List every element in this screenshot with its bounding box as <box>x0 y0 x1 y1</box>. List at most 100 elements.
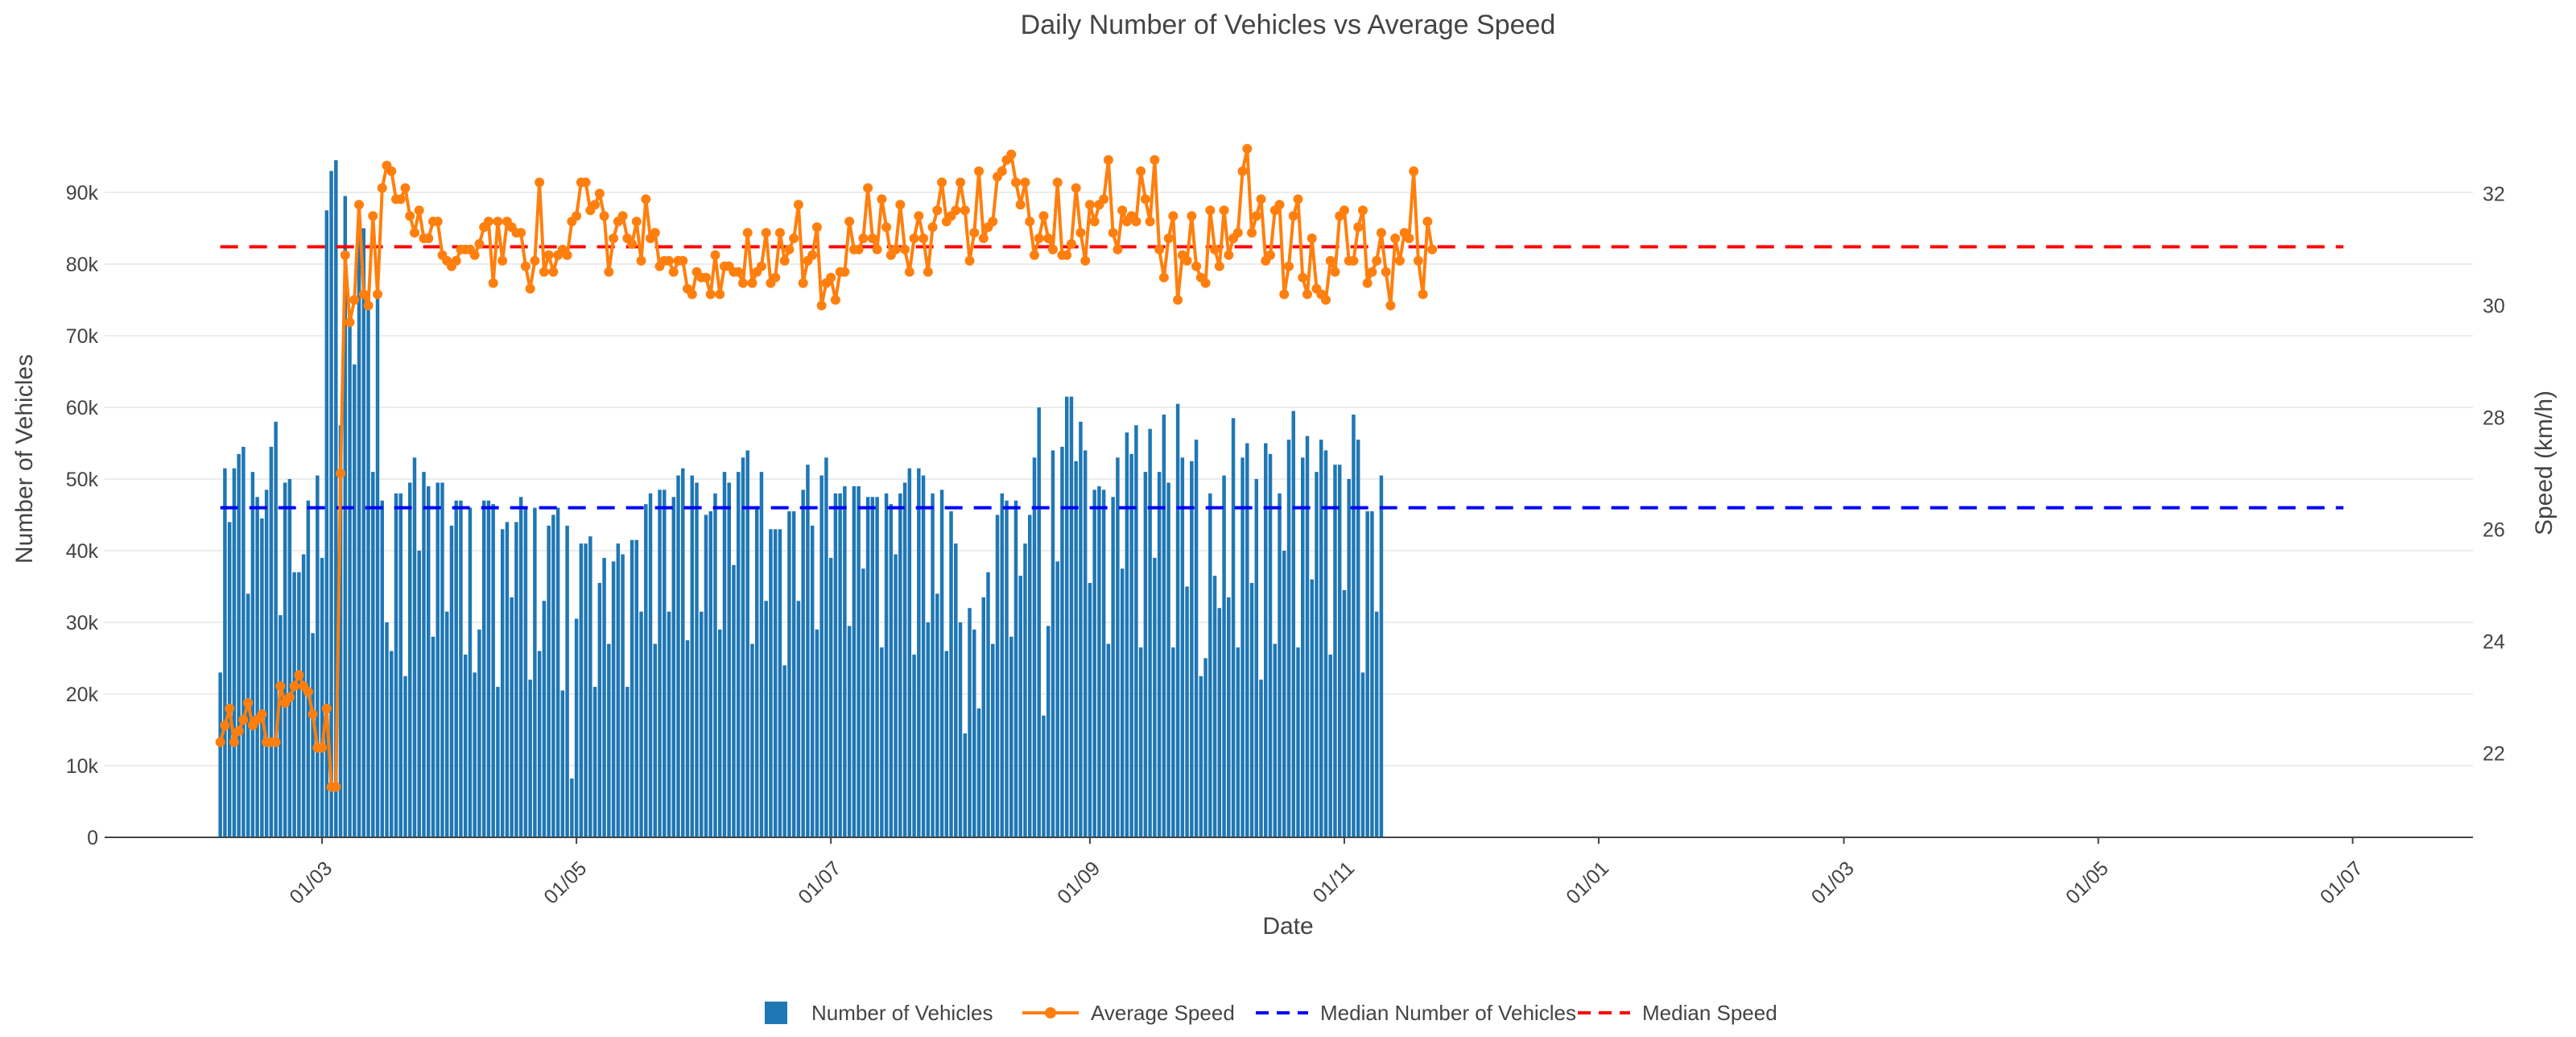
bar <box>555 507 560 837</box>
bar <box>917 468 921 837</box>
bar <box>671 497 676 837</box>
x-tick-label: 01/03 <box>1807 857 1859 908</box>
bar <box>819 475 824 837</box>
bar <box>1166 482 1170 837</box>
bar <box>436 482 440 837</box>
x-tick-label: 01/09 <box>1053 857 1104 908</box>
bar <box>1300 457 1305 837</box>
speed-point <box>858 233 869 244</box>
bar <box>1347 479 1351 837</box>
speed-point <box>1224 250 1234 260</box>
speed-point <box>733 266 744 277</box>
speed-point <box>1284 261 1294 271</box>
bar <box>681 468 685 837</box>
speed-point <box>1325 255 1335 266</box>
speed-point <box>1084 200 1095 210</box>
bar <box>1278 493 1282 837</box>
speed-point <box>400 183 411 193</box>
bar <box>1217 608 1222 837</box>
speed-point <box>1131 217 1141 227</box>
speed-point <box>1080 255 1091 266</box>
bar <box>348 317 352 837</box>
speed-point <box>1256 194 1266 205</box>
bar <box>1328 655 1332 837</box>
bar <box>459 500 463 837</box>
bar <box>663 490 667 837</box>
bar <box>1199 675 1203 837</box>
bar <box>505 522 510 837</box>
bar <box>403 675 407 837</box>
speed-point <box>1187 211 1197 221</box>
y-tick-label: 90k <box>66 182 99 205</box>
speed-point <box>1390 233 1401 244</box>
bar <box>700 611 704 837</box>
bar <box>1305 436 1310 837</box>
bar <box>884 493 889 837</box>
bar <box>976 708 981 837</box>
speed-point <box>373 289 383 300</box>
speed-point <box>229 737 239 747</box>
speed-point <box>774 228 785 238</box>
bar <box>1101 490 1106 837</box>
bar <box>1379 475 1384 837</box>
speed-point <box>779 255 790 266</box>
speed-point <box>336 469 346 479</box>
speed-point <box>349 295 360 305</box>
bar <box>644 504 648 837</box>
bar <box>764 601 768 837</box>
bar <box>954 543 958 837</box>
bar <box>292 572 296 837</box>
bar-series-number-of-vehicles <box>218 159 1384 838</box>
x-tick-label: 01/11 <box>1308 857 1359 907</box>
bar <box>1208 493 1212 837</box>
bar <box>708 511 712 837</box>
speed-point <box>816 300 827 311</box>
speed-point <box>270 737 281 747</box>
speed-point <box>844 217 855 227</box>
bar <box>380 500 385 837</box>
speed-point <box>650 228 660 238</box>
bar <box>500 529 505 837</box>
bar <box>806 465 810 837</box>
speed-point <box>220 720 230 730</box>
speed-point <box>1353 222 1364 233</box>
bar <box>1342 589 1347 837</box>
bar <box>778 529 782 837</box>
bar <box>616 543 621 837</box>
bar <box>912 655 916 837</box>
speed-point <box>1099 194 1109 205</box>
bar <box>444 611 449 837</box>
bar <box>537 651 542 837</box>
speed-point <box>937 177 947 188</box>
bar <box>320 557 324 837</box>
bar <box>894 554 898 837</box>
speed-point <box>867 233 877 244</box>
bar <box>1268 453 1273 837</box>
speed-point <box>627 238 638 249</box>
x-tick-label: 01/05 <box>2062 857 2113 908</box>
speed-point <box>770 272 781 283</box>
speed-point <box>668 266 679 277</box>
speed-point <box>1158 272 1169 283</box>
y-tick-label: 30k <box>66 612 99 634</box>
speed-point <box>594 188 605 199</box>
bar <box>491 504 495 837</box>
bar <box>223 468 227 837</box>
speed-point <box>354 200 365 210</box>
speed-point <box>525 283 535 294</box>
speed-point <box>784 244 795 254</box>
bar <box>301 554 306 837</box>
bar <box>648 493 653 837</box>
bar <box>727 482 731 837</box>
speed-point <box>590 200 601 210</box>
speed-point <box>956 177 966 188</box>
bar <box>939 490 944 837</box>
speed-point <box>1251 211 1261 221</box>
bar <box>857 485 861 837</box>
bar <box>639 611 643 837</box>
speed-point <box>493 217 503 227</box>
y-tick-label: 60k <box>66 397 99 419</box>
speed-point <box>358 289 369 300</box>
bar <box>1074 461 1078 837</box>
bar <box>422 472 426 837</box>
